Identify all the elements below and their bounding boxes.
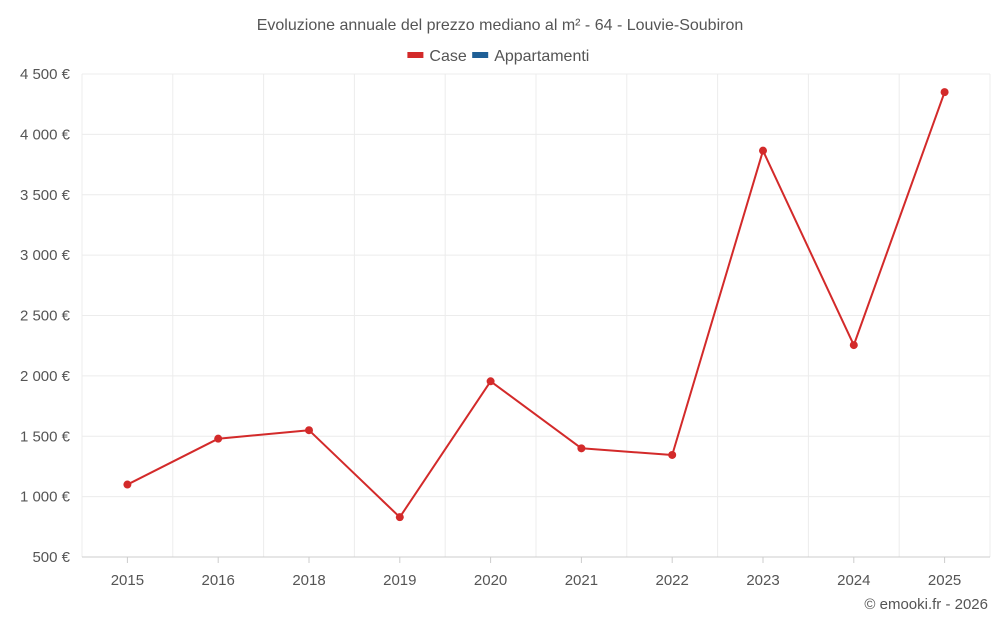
data-point-2023[interactable] bbox=[759, 146, 767, 155]
data-point-2015[interactable] bbox=[123, 480, 132, 489]
x-tick-label: 2024 bbox=[837, 572, 870, 589]
x-tick-label: 2019 bbox=[383, 572, 416, 589]
x-tick-label: 2022 bbox=[656, 572, 689, 589]
data-point-2020[interactable] bbox=[486, 377, 495, 386]
chart-title: Evoluzione annuale del prezzo mediano al… bbox=[257, 17, 744, 34]
data-point-2019[interactable] bbox=[395, 513, 404, 522]
y-tick-label: 2 500 € bbox=[20, 308, 71, 325]
series-line-case bbox=[126, 91, 946, 519]
x-tick-label: 2020 bbox=[474, 572, 507, 589]
y-tick-label: 2 000 € bbox=[20, 368, 71, 385]
data-point-2018[interactable] bbox=[305, 426, 313, 435]
x-axis: 2015 2016 2018 2019 2020 2021 2022 2023 2024 2025 bbox=[111, 557, 961, 589]
y-tick-label: 4 500 € bbox=[20, 66, 71, 83]
data-point-2022[interactable] bbox=[668, 450, 677, 459]
y-tick-label: 4 000 € bbox=[20, 126, 71, 143]
y-tick-label: 1 000 € bbox=[20, 489, 71, 506]
legend: Case Appartamenti bbox=[407, 48, 589, 65]
legend-swatch-appartamenti[interactable] bbox=[472, 52, 489, 58]
x-tick-label: 2021 bbox=[565, 572, 598, 589]
x-tick-label: 2025 bbox=[928, 572, 961, 589]
x-tick-label: 2016 bbox=[202, 572, 235, 589]
legend-swatch-case[interactable] bbox=[407, 52, 424, 58]
data-point-2021[interactable] bbox=[577, 444, 586, 453]
data-point-2016[interactable] bbox=[214, 434, 223, 443]
y-axis: 500 € 1 000 € 1 500 € 2 000 € 2 500 € 3 000 €… bbox=[20, 66, 71, 566]
footer-credit: © emooki.fr - 2026 bbox=[864, 596, 988, 613]
series-layer bbox=[123, 88, 949, 522]
x-tick-label: 2015 bbox=[111, 572, 144, 589]
y-tick-label: 500 € bbox=[32, 549, 70, 566]
data-point-2024[interactable] bbox=[849, 341, 858, 350]
y-tick-label: 1 500 € bbox=[20, 428, 71, 445]
y-tick-label: 3 500 € bbox=[20, 187, 71, 204]
data-point-2025[interactable] bbox=[940, 88, 949, 97]
legend-label-case[interactable]: Case bbox=[429, 48, 466, 65]
legend-label-appartamenti[interactable]: Appartamenti bbox=[494, 48, 589, 65]
x-tick-label: 2023 bbox=[746, 572, 779, 589]
y-tick-label: 3 000 € bbox=[20, 247, 71, 264]
x-tick-label: 2018 bbox=[292, 572, 325, 589]
grid-lines bbox=[81, 73, 991, 558]
